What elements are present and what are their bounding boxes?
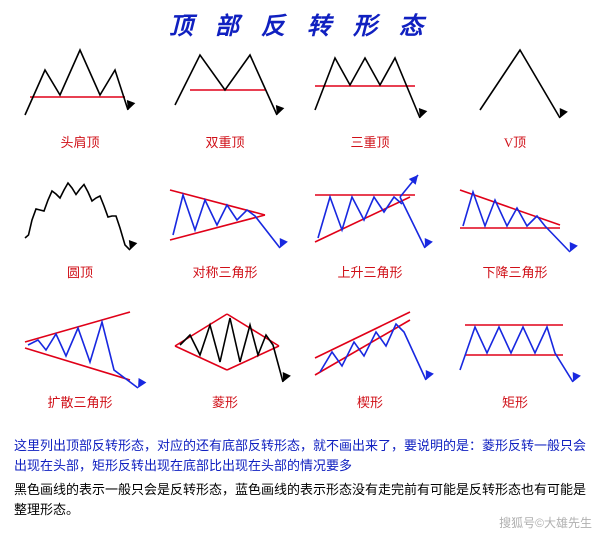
pattern-round-top: 圆顶 (10, 170, 150, 281)
trend-line (25, 348, 130, 380)
price-line-blue (320, 324, 426, 380)
arrow-head (283, 372, 291, 382)
pattern-label: 对称三角形 (155, 262, 295, 281)
price-line-blue (463, 192, 570, 252)
pattern-wedge: 楔形 (300, 300, 440, 411)
pattern-label: 矩形 (445, 392, 585, 411)
price-line-black (25, 50, 128, 115)
description-blue: 这里列出顶部反转形态，对应的还有底部反转形态，就不画出来了，要说明的是：菱形反转… (14, 436, 586, 475)
page-title: 顶 部 反 转 形 态 (0, 0, 600, 41)
trend-line (315, 312, 410, 358)
pattern-label: 扩散三角形 (10, 392, 150, 411)
price-line-black (175, 55, 277, 115)
pattern-diamond: 菱形 (155, 300, 295, 411)
arrow-head (425, 238, 433, 248)
arrow-head (138, 378, 146, 388)
chart-svg (10, 40, 150, 130)
pattern-desc-triangle: 下降三角形 (445, 170, 585, 281)
price-line-black (180, 318, 283, 382)
price-line-blue (173, 195, 280, 248)
chart-svg (445, 40, 585, 130)
price-line-black (315, 58, 420, 118)
price-line-black (25, 183, 130, 250)
pattern-label: 双重顶 (155, 132, 295, 151)
pattern-label: 三重顶 (300, 132, 440, 151)
chart-svg (445, 170, 585, 260)
pattern-label: 圆顶 (10, 262, 150, 281)
arrow-head (573, 372, 581, 382)
price-line-blue (318, 175, 425, 248)
chart-svg (300, 170, 440, 260)
pattern-label: 菱形 (155, 392, 295, 411)
pattern-label: 下降三角形 (445, 262, 585, 281)
arrow-head (129, 240, 137, 250)
arrow-head (280, 238, 288, 248)
pattern-expanding-triangle: 扩散三角形 (10, 300, 150, 411)
chart-svg (155, 170, 295, 260)
page-root: 顶 部 反 转 形 态 头肩顶双重顶三重顶 V顶圆顶对称三角形上升三角形下降三角形… (0, 0, 600, 535)
chart-svg (300, 40, 440, 130)
trend-line (170, 215, 265, 240)
arrow-head (426, 370, 434, 380)
chart-svg (155, 300, 295, 390)
pattern-label: V顶 (445, 132, 585, 151)
chart-svg (300, 300, 440, 390)
pattern-label: 上升三角形 (300, 262, 440, 281)
pattern-label: 楔形 (300, 392, 440, 411)
pattern-rectangle: 矩形 (445, 300, 585, 411)
arrow-head (560, 108, 568, 118)
trend-line (227, 346, 279, 370)
pattern-double-top: 双重顶 (155, 40, 295, 151)
pattern-sym-triangle: 对称三角形 (155, 170, 295, 281)
watermark: 搜狐号©大雄先生 (499, 514, 592, 531)
arrow-head (276, 105, 284, 115)
pattern-label: 头肩顶 (10, 132, 150, 151)
trend-line (315, 320, 410, 375)
chart-svg (445, 300, 585, 390)
trend-line (25, 312, 130, 342)
arrow-head (419, 108, 427, 118)
pattern-triple-top: 三重顶 (300, 40, 440, 151)
arrow-head (127, 100, 135, 110)
trend-line (315, 197, 410, 242)
pattern-asc-triangle: 上升三角形 (300, 170, 440, 281)
chart-svg (10, 170, 150, 260)
arrow-head (409, 175, 418, 185)
price-line-black (480, 50, 560, 118)
chart-svg (155, 40, 295, 130)
pattern-head-shoulders: 头肩顶 (10, 40, 150, 151)
arrow-head (570, 242, 578, 252)
chart-svg (10, 300, 150, 390)
pattern-v-top: V顶 (445, 40, 585, 151)
trend-line (170, 190, 265, 215)
